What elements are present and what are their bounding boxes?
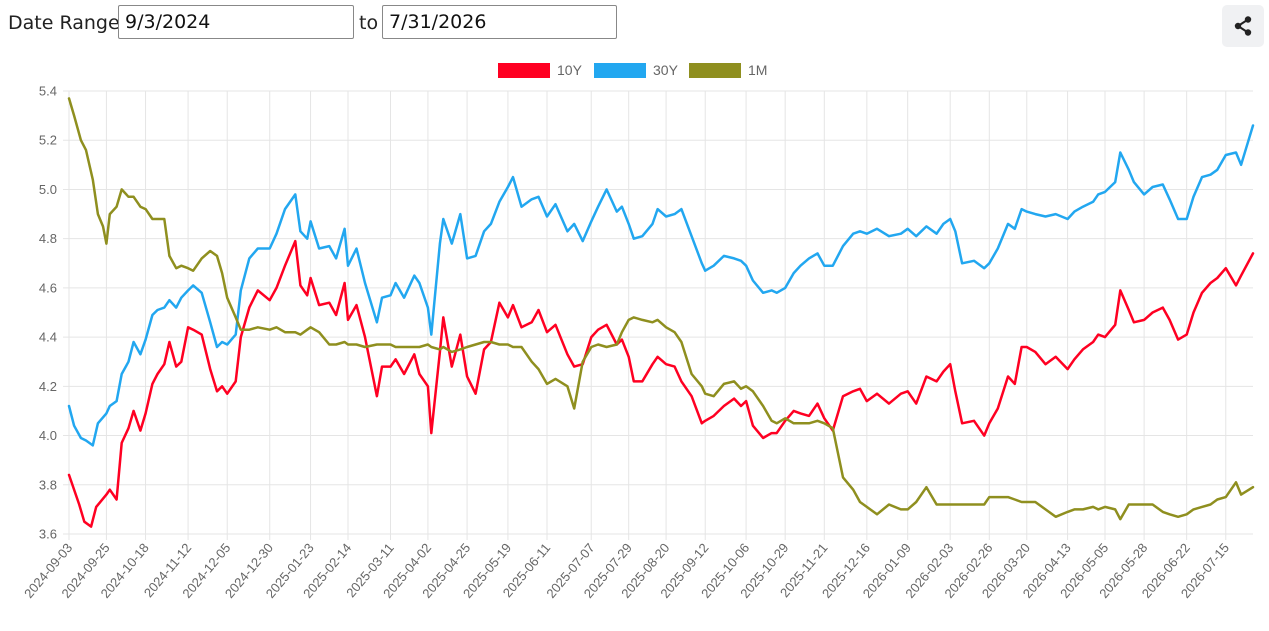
y-tick-label: 4.8 [39, 231, 57, 246]
share-icon [1234, 16, 1252, 36]
y-tick-label: 5.4 [39, 84, 57, 99]
legend-label-30y: 30Y [653, 62, 679, 78]
y-tick-label: 4.4 [39, 330, 57, 345]
date-range-label: Date Range: [8, 12, 127, 34]
y-tick-label: 4.2 [39, 379, 57, 394]
rates-line-chart: 3.63.84.04.24.44.64.85.05.25.42024-09-03… [21, 62, 1255, 601]
legend-label-1m: 1M [748, 62, 767, 78]
series-line-30y [67, 124, 1255, 447]
series-line-1m [67, 97, 1255, 521]
y-tick-label: 4.0 [39, 428, 57, 443]
end-date-input[interactable] [382, 5, 617, 39]
legend-swatch-30y [594, 63, 646, 78]
legend-swatch-10y [498, 63, 550, 78]
to-label: to [359, 12, 379, 34]
y-tick-label: 5.2 [39, 133, 57, 148]
y-tick-label: 3.6 [39, 527, 57, 542]
y-tick-label: 4.6 [39, 280, 57, 295]
series-line-10y [67, 239, 1255, 528]
legend-label-10y: 10Y [557, 62, 583, 78]
legend-swatch-1m [689, 63, 741, 78]
start-date-input[interactable] [118, 5, 354, 39]
date-range-toolbar: Date Range: to [0, 0, 1269, 48]
y-tick-label: 3.8 [39, 477, 57, 492]
share-button[interactable] [1222, 5, 1264, 47]
y-tick-label: 5.0 [39, 182, 57, 197]
